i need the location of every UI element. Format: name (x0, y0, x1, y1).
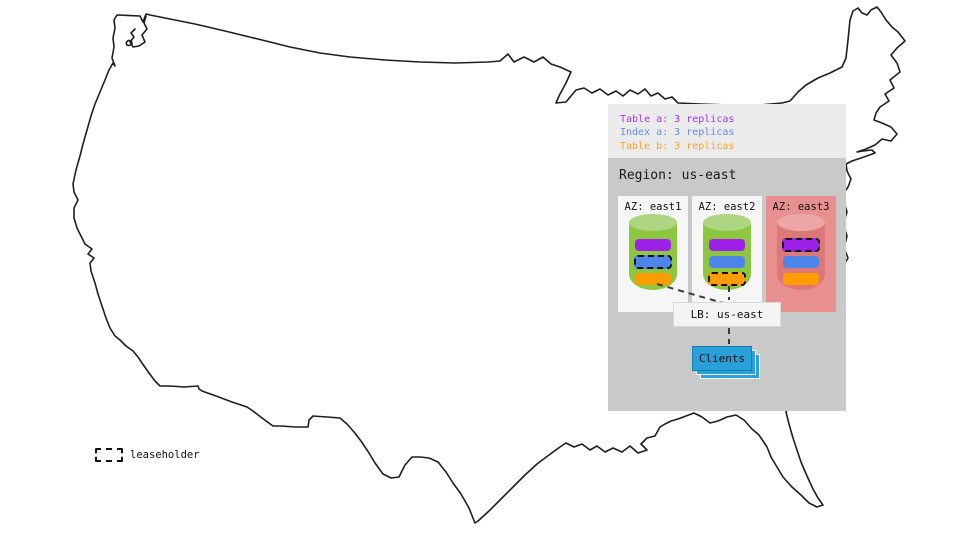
database-cylinder-icon (703, 214, 751, 292)
az-east1-label: AZ: east1 (624, 201, 682, 213)
az-box-east3-highlighted: AZ: east3 (766, 196, 836, 312)
table-a-replica-bar (635, 239, 671, 251)
table-b-replica-bar (635, 273, 671, 285)
database-cylinder-icon (629, 214, 677, 292)
load-balancer-box: LB: us-east (673, 302, 781, 327)
table-b-replica-bar (783, 273, 819, 285)
puget-sound-detail (129, 15, 148, 48)
cylinder-top (777, 214, 825, 231)
lb-label: LB: us-east (690, 308, 764, 321)
us-contiguous-outline (72, 6, 906, 524)
clients-box: Clients (692, 346, 752, 371)
cylinder-top (703, 214, 751, 231)
legend-table-b: Table b: 3 replicas (620, 140, 735, 152)
az-east3-label: AZ: east3 (772, 201, 830, 213)
index-a-replica-bar-leaseholder (634, 255, 672, 269)
leaseholder-key-label: leaseholder (130, 449, 200, 461)
index-a-replica-bar (709, 256, 745, 268)
az-east2-label: AZ: east2 (698, 201, 756, 213)
puget-island-detail (125, 39, 133, 47)
leaseholder-key: leaseholder (95, 448, 200, 462)
cylinder-top (629, 214, 677, 231)
database-cylinder-icon (777, 214, 825, 292)
region-title: Region: us-east (619, 168, 737, 183)
az-box-east2: AZ: east2 (692, 196, 762, 312)
table-a-replica-bar (709, 239, 745, 251)
legend-index-a: Index a: 3 replicas (620, 127, 735, 139)
index-a-replica-bar (783, 256, 819, 268)
legend-table-a: Table a: 3 replicas (620, 114, 735, 125)
replica-legend-panel: Table a: 3 replicas Index a: 3 replicas … (608, 104, 846, 158)
region-panel: Region: us-east AZ: east1 AZ: east2 (608, 158, 846, 411)
clients-label: Clients (698, 352, 746, 365)
table-a-replica-bar-leaseholder (782, 238, 820, 252)
table-b-replica-bar-leaseholder (708, 272, 746, 286)
clients-stack: Clients (692, 346, 760, 379)
leaseholder-swatch-icon (95, 448, 123, 462)
az-box-east1: AZ: east1 (618, 196, 688, 312)
wire-east1-to-lb (656, 283, 724, 304)
